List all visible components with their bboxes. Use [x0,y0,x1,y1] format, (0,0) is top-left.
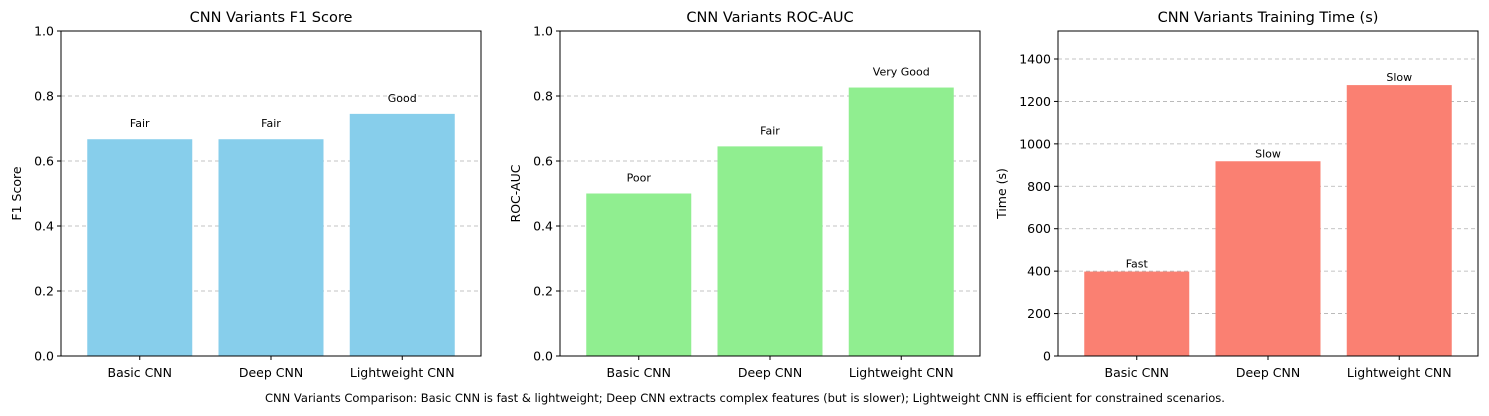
bar-label: Very Good [873,66,930,79]
bar-lightweight-cnn [1346,85,1452,357]
y-tick-label: 0.0 [34,349,54,364]
bar-label: Poor [627,172,652,185]
bar-label: Slow [1255,147,1281,160]
chart-panel-1: Fair Basic CNN Fair Deep CNN Good Lightweight… [9,10,482,380]
chart-title: CNN Variants Training Time (s) [1158,10,1379,26]
y-tick-label: 1.0 [533,24,553,39]
figure-caption: CNN Variants Comparison: Basic CNN is fa… [265,391,1225,405]
bar-deep-cnn [1215,161,1321,356]
axes-frame [559,30,981,357]
bar-label: Fair [130,117,150,130]
bar-lightweight-cnn [848,87,954,357]
y-tick-label: 0.2 [34,284,54,299]
y-tick-label: 0.4 [34,219,54,234]
x-tick-label: Basic CNN [607,365,672,380]
y-tick-label: 1200 [1019,94,1051,109]
y-tick-label: 1.0 [34,24,54,39]
y-axis-label: F1 Score [9,166,24,220]
axes-frame [60,30,482,357]
x-tick-label: Deep CNN [738,365,802,380]
y-tick-label: 0.8 [533,89,553,104]
y-tick-label: 0.6 [533,154,553,169]
bar-label: Fair [261,117,281,130]
bar-deep-cnn [717,146,823,356]
y-tick-label: 600 [1027,221,1051,236]
y-tick-label: 0.6 [34,154,54,169]
y-tick-label: 200 [1027,306,1051,321]
x-tick-label: Lightweight CNN [1347,365,1452,380]
x-tick-label: Basic CNN [1105,365,1170,380]
chart-title: CNN Variants F1 Score [190,10,353,26]
y-tick-label: 400 [1027,264,1051,279]
bar-basic-cnn [586,193,692,356]
x-tick-label: Lightweight CNN [350,365,455,380]
y-tick-label: 0 [1043,349,1051,364]
bar-basic-cnn [1084,271,1190,356]
charts-root: Fair Basic CNN Fair Deep CNN Good Lightweight… [9,10,1479,380]
y-tick-label: 1000 [1019,136,1051,151]
chart-title: CNN Variants ROC-AUC [686,10,853,26]
y-tick-label: 800 [1027,179,1051,194]
y-tick-label: 0.4 [533,219,553,234]
y-axis-label: Time (s) [994,168,1009,220]
y-axis-label: ROC-AUC [508,164,523,222]
y-tick-label: 0.2 [533,284,553,299]
bar-label: Fair [760,124,780,137]
chart-panel-3: Fast Basic CNN Slow Deep CNN Slow Lightweight… [994,10,1479,380]
bar-basic-cnn [87,139,193,356]
x-tick-label: Deep CNN [1236,365,1300,380]
bar-label: Good [388,92,417,105]
bar-label: Fast [1126,258,1149,271]
y-tick-label: 0.8 [34,89,54,104]
bar-label: Slow [1386,71,1412,84]
x-tick-label: Deep CNN [239,365,303,380]
bar-lightweight-cnn [349,113,455,356]
x-tick-label: Basic CNN [108,365,173,380]
chart-panel-2: Poor Basic CNN Fair Deep CNN Very Good Lightw… [508,10,981,380]
x-tick-label: Lightweight CNN [849,365,954,380]
y-tick-label: 1400 [1019,52,1051,67]
axes-frame [1057,30,1479,357]
y-tick-label: 0.0 [533,349,553,364]
bar-deep-cnn [218,139,324,356]
